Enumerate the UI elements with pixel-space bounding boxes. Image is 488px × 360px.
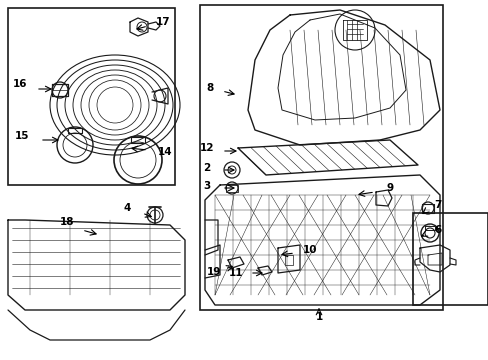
Bar [412,213,487,305]
Text: 3: 3 [203,181,210,191]
Text: 15: 15 [15,131,29,141]
Text: 6: 6 [433,225,441,235]
Text: 8: 8 [206,83,213,93]
Text: 18: 18 [60,217,74,227]
Bar [200,5,442,310]
Text: 16: 16 [13,79,27,89]
Bar [8,8,175,185]
Text: 9: 9 [386,183,393,193]
Text: 4: 4 [123,203,130,213]
Text: 1: 1 [315,312,322,322]
Text: 2: 2 [203,163,210,173]
Text: 14: 14 [157,147,172,157]
Text: 11: 11 [228,268,243,278]
Text: 7: 7 [433,200,441,210]
Text: 17: 17 [155,17,170,27]
Text: 19: 19 [206,267,221,277]
Text: 12: 12 [199,143,214,153]
Text: 10: 10 [302,245,317,255]
